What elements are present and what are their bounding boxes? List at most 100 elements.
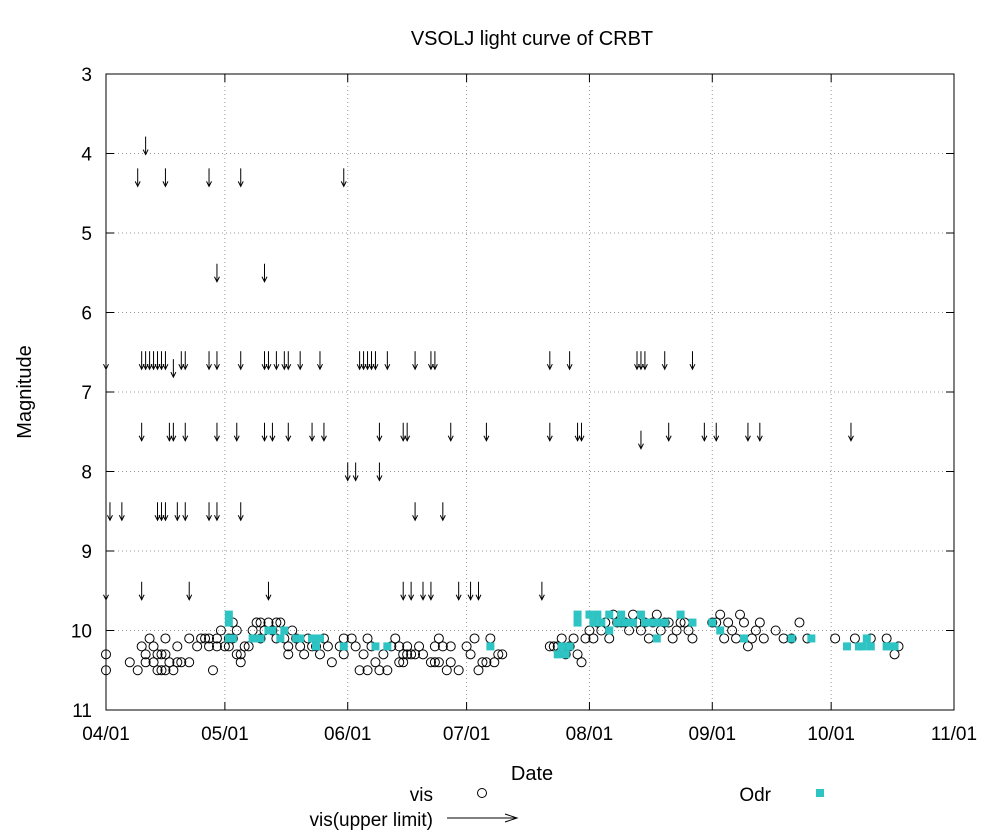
vis-point [124, 657, 135, 668]
odr-point [561, 650, 570, 659]
vis-point [132, 665, 143, 676]
upper-limit-arrow-head [138, 363, 145, 371]
upper-limit-arrow-head [467, 594, 474, 601]
upper-limit-arrow [756, 422, 763, 442]
odr-point [224, 610, 233, 619]
vis-point [101, 649, 111, 660]
upper-limit-arrow-head [237, 181, 244, 188]
upper-limit-arrow-head [439, 515, 446, 522]
upper-limit-arrow [206, 351, 212, 371]
y-tick-label: 7 [81, 383, 92, 404]
upper-limit-arrow [214, 351, 220, 371]
upper-limit-arrow-head [146, 363, 153, 371]
upper-limit-arrow [237, 168, 244, 188]
odr-point [256, 634, 265, 643]
upper-limit-arrow-head [150, 363, 157, 371]
upper-limit-arrow-head [368, 363, 375, 371]
odr-point [268, 626, 277, 635]
upper-limit-arrow-head [538, 594, 545, 601]
upper-limit-arrow [138, 351, 145, 371]
upper-limit-arrow [118, 502, 125, 522]
odr-point [557, 642, 566, 651]
odr-point [565, 642, 574, 651]
upper-limit-arrow-head [107, 515, 113, 522]
x-tick-label: 10/01 [807, 724, 855, 745]
vis-point [350, 641, 361, 652]
upper-limit-arrow-head [182, 435, 189, 442]
upper-limit-arrow [214, 422, 220, 442]
odr-point [621, 618, 630, 627]
odr-point [862, 634, 871, 643]
upper-limit-arrow-head [665, 435, 672, 442]
upper-limit-arrow [103, 351, 109, 371]
vis-point [160, 665, 171, 676]
upper-limit-arrow [408, 581, 415, 601]
vis-point [429, 657, 440, 668]
upper-limit-arrow [427, 351, 434, 371]
upper-limit-arrow [261, 263, 268, 283]
upper-limit-arrow-head [214, 435, 220, 442]
upper-limit-arrow-head [214, 515, 220, 522]
upper-limit-arrow [638, 351, 644, 371]
upper-limit-arrow [138, 581, 145, 601]
upper-limit-arrow-head [420, 594, 426, 601]
upper-limit-arrow-head [455, 594, 462, 601]
upper-limit-arrow-head [162, 515, 169, 522]
x-tick-label: 04/01 [82, 724, 130, 745]
vis-point [140, 657, 151, 668]
upper-limit-arrow [483, 422, 490, 442]
upper-limit-arrow-head [269, 435, 276, 442]
upper-limit-arrow [285, 351, 292, 371]
upper-limit-arrow [166, 422, 173, 442]
legend-label-vis: vis [410, 785, 433, 806]
vis-point [215, 625, 226, 636]
vis-point [354, 665, 365, 676]
vis-point [243, 641, 254, 652]
vis-point [148, 641, 159, 652]
upper-limit-arrow [142, 351, 149, 371]
upper-limit-arrow [142, 136, 149, 156]
vis-point [445, 641, 456, 652]
vis-point [160, 649, 171, 660]
vis-point [172, 641, 183, 652]
upper-limit-arrow [206, 502, 212, 522]
vis-point [172, 657, 183, 668]
vis-point [378, 649, 389, 660]
upper-limit-arrow-head [364, 363, 371, 371]
upper-limit-arrow-head [744, 435, 751, 442]
vis-point [671, 625, 682, 636]
odr-point [224, 618, 233, 627]
upper-limit-arrow-head [158, 363, 165, 371]
odr-point [843, 642, 852, 651]
vis-point [275, 617, 286, 628]
x-tick-label: 06/01 [324, 724, 372, 745]
vis-point [144, 633, 155, 644]
odr-point [807, 634, 816, 643]
upper-limit-arrow [400, 581, 407, 601]
upper-limit-arrow [107, 502, 113, 522]
upper-limit-arrow-head [376, 435, 383, 442]
upper-limit-arrow-head [352, 475, 359, 482]
upper-limit-arrow [206, 168, 212, 188]
odr-point [652, 634, 661, 643]
upper-limit-arrow [178, 351, 185, 371]
upper-limit-arrow [186, 581, 193, 601]
vis-point [556, 633, 567, 644]
upper-limit-arrow [237, 351, 244, 371]
upper-limit-arrow [420, 581, 426, 601]
vis-point [101, 665, 111, 676]
vis-point [433, 657, 444, 668]
upper-limit-arrow [138, 422, 145, 442]
vis-point [544, 641, 555, 652]
upper-limit-arrow [574, 422, 581, 442]
odr-point [280, 626, 289, 635]
upper-limit-arrow [154, 502, 161, 522]
upper-limit-arrow-head [400, 594, 407, 601]
upper-limit-arrow-head [447, 435, 454, 442]
vis-point [493, 649, 504, 660]
odr-point [660, 618, 669, 627]
vis-point [156, 665, 167, 676]
upper-limit-arrow [214, 263, 220, 283]
upper-limit-arrow-head [237, 515, 244, 522]
vis-point [362, 665, 373, 676]
